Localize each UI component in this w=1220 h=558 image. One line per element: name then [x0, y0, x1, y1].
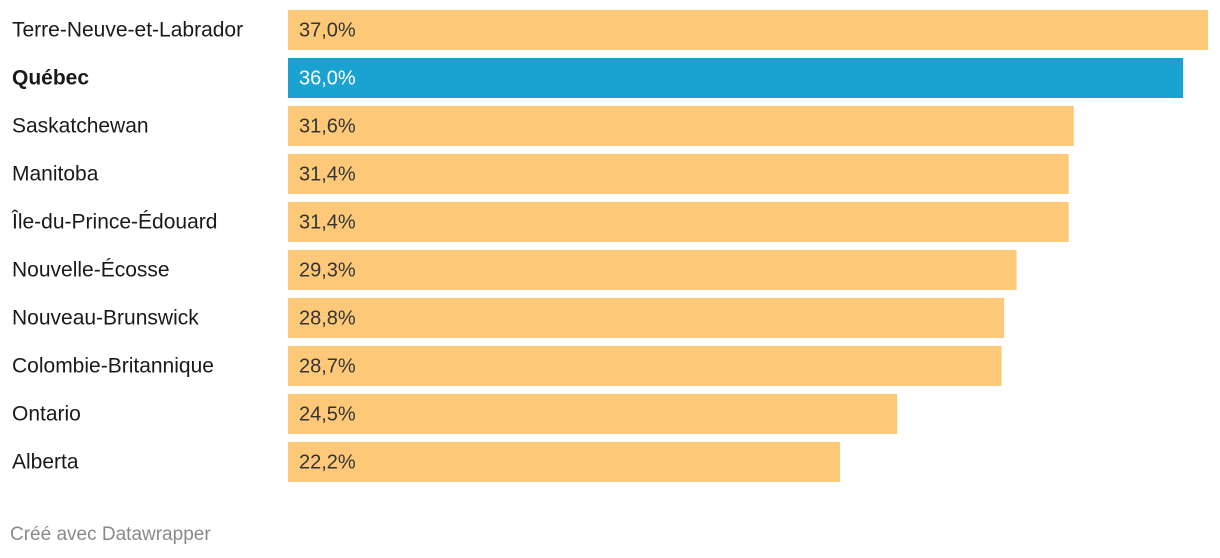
bar	[288, 250, 1017, 290]
bar	[288, 202, 1069, 242]
category-label: Colombie-Britannique	[12, 355, 214, 378]
value-label: 28,7%	[299, 355, 356, 377]
value-label: 24,5%	[299, 403, 356, 425]
value-label: 28,8%	[299, 307, 356, 329]
value-label: 36,0%	[299, 67, 356, 89]
category-label: Nouveau-Brunswick	[12, 307, 199, 330]
bar	[288, 154, 1069, 194]
bar	[288, 394, 898, 434]
value-label: 31,6%	[299, 115, 356, 137]
value-label: 37,0%	[299, 19, 356, 41]
bar	[288, 10, 1208, 50]
category-label: Alberta	[12, 451, 79, 474]
bar	[288, 106, 1074, 146]
bar	[288, 58, 1184, 98]
category-label: Nouvelle-Écosse	[12, 259, 170, 282]
value-label: 31,4%	[299, 163, 356, 185]
value-label: 31,4%	[299, 211, 356, 233]
footer: Créé avec Datawrapper	[10, 524, 211, 545]
category-label: Québec	[12, 67, 89, 90]
bar	[288, 346, 1002, 386]
value-label: 29,3%	[299, 259, 356, 281]
value-label: 22,2%	[299, 451, 356, 473]
category-label: Île-du-Prince-Édouard	[11, 211, 217, 234]
bar	[288, 298, 1005, 338]
category-label: Saskatchewan	[12, 115, 149, 138]
category-label: Terre-Neuve-et-Labrador	[12, 19, 243, 42]
bar	[288, 442, 840, 482]
category-label: Ontario	[12, 403, 81, 426]
category-label: Manitoba	[12, 163, 99, 186]
